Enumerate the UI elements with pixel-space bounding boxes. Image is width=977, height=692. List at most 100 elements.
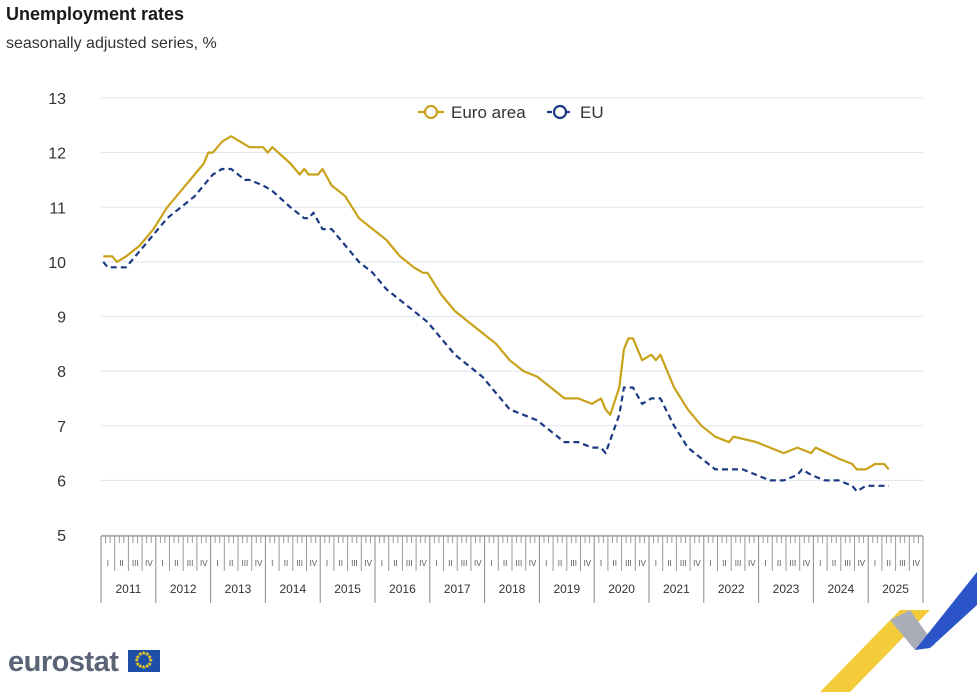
series-line-eu xyxy=(102,167,889,493)
legend-marker xyxy=(423,104,439,120)
quarter-label: II xyxy=(174,559,178,568)
quarter-label: III xyxy=(516,559,523,568)
quarter-label: IV xyxy=(529,559,537,568)
quarter-label: IV xyxy=(693,559,701,568)
year-label: 2020 xyxy=(608,582,635,596)
decorative-ribbon xyxy=(820,572,977,692)
quarter-label: III xyxy=(461,559,468,568)
year-label: 2017 xyxy=(444,582,471,596)
legend-marker xyxy=(552,104,568,120)
quarter-label: III xyxy=(899,559,906,568)
y-axis-labels: 5 6 7 8 9 10 11 12 13 xyxy=(48,91,66,545)
quarter-label: III xyxy=(406,559,413,568)
quarter-label: I xyxy=(436,559,438,568)
year-label: 2016 xyxy=(389,582,416,596)
quarter-label: III xyxy=(570,559,577,568)
quarter-label: I xyxy=(819,559,821,568)
quarter-label: III xyxy=(844,559,851,568)
quarter-label: I xyxy=(545,559,547,568)
year-label: 2023 xyxy=(773,582,800,596)
year-label: 2012 xyxy=(170,582,197,596)
quarter-label: I xyxy=(874,559,876,568)
quarter-label: IV xyxy=(474,559,482,568)
quarter-label: IV xyxy=(255,559,263,568)
year-label: 2013 xyxy=(225,582,252,596)
year-label: 2025 xyxy=(882,582,909,596)
year-label: 2015 xyxy=(334,582,361,596)
quarter-label: II xyxy=(722,559,726,568)
quarter-label: IV xyxy=(364,559,372,568)
quarter-label: II xyxy=(887,559,891,568)
year-label: 2022 xyxy=(718,582,745,596)
y-tick-label: 13 xyxy=(48,91,66,108)
year-label: 2019 xyxy=(553,582,580,596)
quarter-label: IV xyxy=(419,559,427,568)
year-label: 2018 xyxy=(499,582,526,596)
quarter-label: IV xyxy=(858,559,866,568)
quarter-label: II xyxy=(503,559,507,568)
series-line-euro-area xyxy=(103,135,890,471)
quarter-label: III xyxy=(735,559,742,568)
quarter-label: II xyxy=(393,559,397,568)
quarter-label: II xyxy=(777,559,781,568)
y-tick-label: 12 xyxy=(48,146,66,163)
quarter-label: I xyxy=(490,559,492,568)
year-label: 2011 xyxy=(115,582,141,596)
quarter-label: IV xyxy=(145,559,153,568)
quarter-label: II xyxy=(613,559,617,568)
quarter-label: IV xyxy=(584,559,592,568)
chart-subtitle: seasonally adjusted series, % xyxy=(6,35,217,52)
quarter-label: I xyxy=(162,559,164,568)
quarter-label: IV xyxy=(310,559,318,568)
quarter-label: IV xyxy=(912,559,920,568)
y-tick-label: 5 xyxy=(57,528,66,545)
y-tick-label: 7 xyxy=(57,419,66,436)
quarter-label: III xyxy=(242,559,249,568)
quarter-label: III xyxy=(187,559,194,568)
year-label: 2024 xyxy=(827,582,854,596)
quarter-label: II xyxy=(119,559,123,568)
y-tick-label: 9 xyxy=(57,310,66,327)
y-tick-label: 10 xyxy=(48,255,66,272)
year-label: 2014 xyxy=(279,582,306,596)
quarter-label: II xyxy=(229,559,233,568)
quarter-label: III xyxy=(296,559,303,568)
y-tick-label: 8 xyxy=(57,364,66,381)
quarter-label: I xyxy=(655,559,657,568)
quarter-label: II xyxy=(832,559,836,568)
quarter-label: II xyxy=(558,559,562,568)
quarter-label: IV xyxy=(748,559,756,568)
quarter-label: IV xyxy=(803,559,811,568)
quarter-label: III xyxy=(625,559,632,568)
year-label: 2021 xyxy=(663,582,690,596)
quarter-label: IV xyxy=(200,559,208,568)
y-tick-label: 6 xyxy=(57,473,66,490)
quarter-label: I xyxy=(710,559,712,568)
y-tick-label: 11 xyxy=(49,200,66,217)
quarter-label: I xyxy=(107,559,109,568)
legend-label[interactable]: Euro area xyxy=(451,103,526,122)
quarter-label: I xyxy=(600,559,602,568)
quarter-label: II xyxy=(448,559,452,568)
legend: Euro area EU xyxy=(418,103,604,122)
quarter-label: I xyxy=(326,559,328,568)
quarter-label: IV xyxy=(638,559,646,568)
gridlines xyxy=(101,97,923,536)
quarter-label: II xyxy=(667,559,671,568)
quarter-label: III xyxy=(351,559,358,568)
quarter-label: II xyxy=(339,559,343,568)
quarter-label: II xyxy=(284,559,288,568)
legend-label[interactable]: EU xyxy=(580,103,604,122)
chart-title: Unemployment rates xyxy=(6,4,185,24)
quarter-label: III xyxy=(680,559,687,568)
eurostat-logo: eurostat xyxy=(8,646,119,678)
quarter-label: III xyxy=(790,559,797,568)
series-lines xyxy=(102,135,890,493)
quarter-label: I xyxy=(381,559,383,568)
quarter-label: I xyxy=(271,559,273,568)
quarter-label: I xyxy=(764,559,766,568)
quarter-label: I xyxy=(216,559,218,568)
eu-flag-icon: ★ ★ ★ ★ ★ ★ ★ ★ ★ ★ ★ ★ xyxy=(128,650,160,672)
